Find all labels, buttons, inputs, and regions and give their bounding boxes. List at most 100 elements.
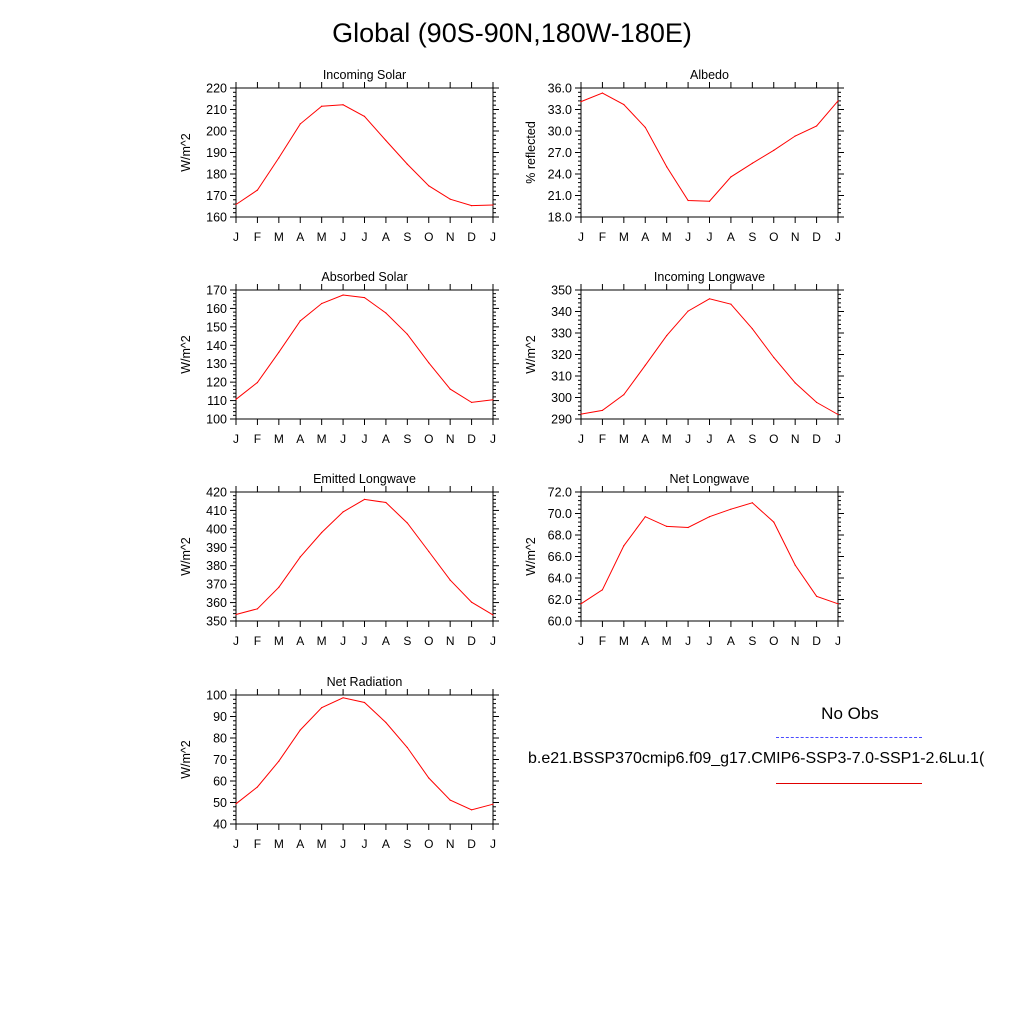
data-point	[687, 526, 689, 529]
x-tick-label: J	[835, 230, 841, 244]
panel-title: Incoming Solar	[323, 68, 406, 82]
x-tick-label: F	[599, 432, 606, 446]
y-tick-label: 400	[206, 522, 227, 536]
y-tick-label: 320	[551, 348, 572, 362]
y-tick-label: 350	[206, 615, 227, 629]
data-point	[256, 786, 259, 788]
x-tick-label: D	[812, 432, 821, 446]
data-point	[730, 176, 732, 178]
x-tick-label: A	[641, 230, 649, 244]
data-point	[385, 312, 387, 314]
y-tick-label: 420	[206, 486, 227, 500]
x-tick-label: M	[619, 432, 629, 446]
x-tick-label: N	[791, 230, 800, 244]
x-tick-label: M	[274, 837, 284, 851]
data-point	[299, 123, 301, 125]
x-tick-label: A	[382, 837, 390, 851]
data-point	[644, 516, 646, 518]
chart-panel: J F M A M J J A S O N D J160170180190200210220Incomi…	[179, 68, 499, 244]
x-tick-label: M	[662, 432, 672, 446]
x-tick-label: S	[403, 230, 411, 244]
data-point	[644, 364, 646, 366]
data-point	[708, 516, 711, 518]
data-point	[837, 413, 839, 416]
data-point	[449, 799, 451, 801]
y-tick-label: 380	[206, 559, 227, 573]
x-tick-label: A	[641, 634, 649, 648]
y-tick-label: 110	[207, 394, 227, 408]
data-point	[385, 139, 387, 142]
x-tick-label: J	[362, 634, 368, 648]
x-tick-label: J	[340, 837, 346, 851]
y-tick-label: 18.0	[548, 211, 572, 225]
data-point	[321, 707, 323, 709]
x-tick-label: J	[685, 634, 691, 648]
x-tick-label: F	[599, 634, 606, 648]
y-tick-label: 160	[206, 211, 227, 225]
data-point	[278, 586, 280, 588]
data-point	[492, 204, 494, 206]
data-point	[256, 608, 259, 610]
data-point	[687, 310, 689, 312]
data-point	[666, 166, 668, 168]
y-tick-label: 68.0	[548, 529, 572, 543]
data-point	[492, 614, 494, 616]
y-tick-label: 40	[213, 818, 227, 832]
x-tick-label: A	[296, 837, 304, 851]
y-tick-label: 60	[213, 775, 227, 789]
x-tick-label: D	[467, 634, 476, 648]
data-point	[751, 502, 753, 504]
y-tick-label: 70	[213, 753, 227, 767]
y-tick-label: 410	[206, 504, 227, 518]
data-point	[363, 701, 366, 704]
x-tick-label: F	[599, 230, 606, 244]
panel-title: Albedo	[690, 68, 729, 82]
data-point	[623, 103, 625, 106]
data-point	[278, 760, 280, 762]
x-tick-label: F	[254, 230, 261, 244]
y-tick-label: 160	[206, 302, 227, 316]
y-tick-label: 370	[206, 578, 227, 592]
data-point	[406, 522, 408, 524]
y-tick-label: 220	[206, 82, 227, 96]
data-point	[730, 303, 732, 305]
x-tick-label: O	[769, 634, 778, 648]
data-point	[428, 185, 430, 187]
x-tick-label: A	[296, 634, 304, 648]
x-tick-label: O	[769, 230, 778, 244]
data-point	[580, 413, 582, 415]
data-point	[644, 126, 646, 129]
legend-case-label: b.e21.BSSP370cmip6.f09_g17.CMIP6-SSP3-7.…	[528, 750, 985, 767]
x-tick-label: J	[233, 230, 239, 244]
panel-title: Net Longwave	[670, 472, 750, 486]
data-point	[601, 409, 604, 411]
x-tick-label: A	[296, 230, 304, 244]
y-tick-label: 200	[206, 125, 227, 139]
x-tick-label: F	[254, 837, 261, 851]
y-axis-label: % reflected	[524, 121, 538, 184]
x-tick-label: F	[254, 432, 261, 446]
y-tick-label: 170	[206, 284, 227, 298]
data-point	[363, 115, 366, 117]
y-tick-label: 300	[551, 391, 572, 405]
x-tick-label: J	[233, 634, 239, 648]
x-tick-label: D	[812, 230, 821, 244]
x-tick-label: O	[769, 432, 778, 446]
chart-panel: J F M A M J J A S O N D J18.021.024.027.030.033.036.…	[524, 68, 844, 244]
x-tick-label: M	[619, 230, 629, 244]
x-tick-label: O	[424, 634, 433, 648]
chart-panel: J F M A M J J A S O N D J290300310320330340350Incomi…	[524, 270, 844, 446]
data-point	[363, 296, 366, 299]
y-tick-label: 50	[213, 796, 227, 810]
y-tick-label: 27.0	[548, 146, 572, 160]
data-point	[730, 508, 732, 510]
data-point	[385, 501, 387, 504]
data-point	[773, 356, 775, 359]
data-point	[470, 205, 473, 207]
x-tick-label: A	[382, 432, 390, 446]
x-tick-label: J	[340, 230, 346, 244]
legend-case-line	[776, 783, 922, 784]
y-tick-label: 190	[206, 146, 227, 160]
data-point	[428, 777, 430, 779]
